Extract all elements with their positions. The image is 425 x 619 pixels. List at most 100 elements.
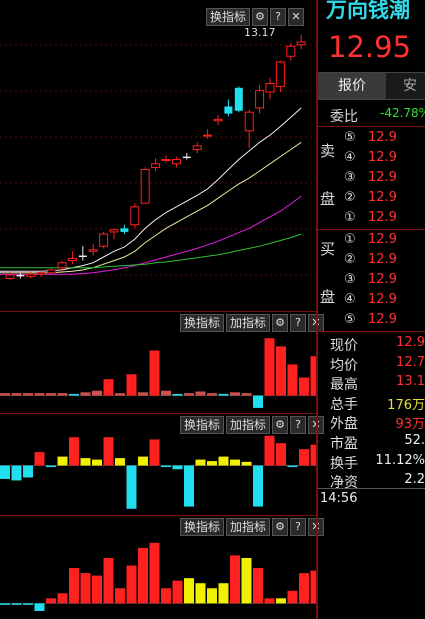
buy-level-3: ③ — [344, 272, 356, 287]
indicator-bar — [172, 465, 183, 470]
indicator-bar — [69, 568, 79, 604]
switch-indicator-button[interactable]: 换指标 — [180, 314, 225, 332]
indicator-bar — [57, 593, 68, 604]
help-icon[interactable]: ? — [290, 416, 307, 434]
candle[interactable] — [78, 246, 87, 261]
buy-price-5: 12.9 — [368, 312, 397, 327]
help-icon[interactable]: ? — [270, 8, 287, 26]
indicator-bar — [287, 364, 298, 396]
indicator-bar — [103, 437, 114, 466]
stat-label: 总手 — [330, 396, 358, 413]
indicator-panel-2-toolbar: 换指标 加指标 ⚙ ? ✕ — [180, 416, 325, 434]
indicator-bar — [299, 377, 309, 396]
candle[interactable] — [161, 155, 171, 163]
candle[interactable] — [234, 86, 243, 113]
candle[interactable] — [47, 267, 57, 275]
indicator-bar — [11, 465, 22, 481]
sell-price-4: 12.9 — [368, 190, 397, 205]
gear-icon[interactable]: ⚙ — [252, 8, 269, 26]
candle[interactable] — [255, 84, 265, 114]
buy-level-4: ④ — [344, 292, 356, 307]
indicator-bar — [80, 392, 91, 396]
indicator-bar — [138, 547, 148, 604]
candle[interactable] — [182, 153, 191, 160]
candle[interactable] — [99, 231, 109, 249]
indicator-bar — [276, 598, 286, 604]
candle[interactable] — [224, 99, 233, 117]
candle[interactable] — [151, 158, 161, 171]
indicator-bar — [310, 570, 316, 604]
candle[interactable] — [244, 109, 254, 149]
indicator-bar — [138, 456, 148, 466]
stat-value: 176万 — [387, 397, 425, 413]
help-icon[interactable]: ? — [290, 314, 307, 332]
add-indicator-button[interactable]: 加指标 — [226, 416, 271, 434]
tab-quote[interactable]: 报价 — [318, 73, 386, 99]
gear-icon[interactable]: ⚙ — [272, 314, 289, 332]
add-indicator-button[interactable]: 加指标 — [226, 518, 271, 536]
candle[interactable] — [16, 272, 25, 279]
sell-side-label-top: 卖 — [320, 142, 336, 160]
current-price: 12.95 — [328, 30, 412, 64]
indicator-panel-1[interactable] — [0, 330, 316, 412]
candle[interactable] — [120, 224, 129, 235]
candle[interactable] — [213, 115, 223, 126]
switch-indicator-button[interactable]: 换指标 — [206, 8, 251, 26]
gear-icon[interactable]: ⚙ — [272, 416, 289, 434]
indicator-panel-3[interactable] — [0, 534, 316, 616]
candle[interactable] — [171, 156, 181, 168]
candle[interactable] — [265, 77, 275, 100]
indicator-bar — [184, 465, 194, 507]
indicator-bar — [310, 356, 316, 396]
indicator-bar — [80, 458, 91, 466]
candle[interactable] — [5, 271, 15, 280]
candle[interactable] — [140, 167, 150, 204]
indicator-bar — [115, 588, 125, 604]
candle[interactable] — [275, 60, 285, 93]
buy-side-label-bottom: 盘 — [320, 288, 336, 306]
indicator-bar — [46, 598, 56, 604]
candle[interactable] — [286, 43, 296, 61]
candlestick-chart[interactable] — [0, 0, 316, 310]
switch-indicator-button[interactable]: 换指标 — [180, 518, 225, 536]
candle[interactable] — [203, 129, 213, 139]
help-icon[interactable]: ? — [290, 518, 307, 536]
indicator-bar — [57, 456, 68, 466]
indicator-bar — [264, 598, 275, 604]
switch-indicator-button[interactable]: 换指标 — [180, 416, 225, 434]
candle[interactable] — [88, 244, 98, 256]
sell-level-1: ⑤ — [344, 130, 356, 145]
stat-value: 2.2 — [404, 472, 425, 488]
stat-label: 均价 — [330, 357, 358, 374]
indicator-bar — [287, 465, 298, 468]
tab-other[interactable]: 安 — [403, 78, 417, 94]
candle[interactable] — [57, 260, 67, 272]
weibi-label: 委比 — [330, 109, 358, 125]
indicator-bar — [253, 395, 263, 408]
indicator-bar — [149, 542, 160, 604]
indicator-bar — [92, 390, 102, 396]
indicator-bar — [103, 557, 114, 604]
indicator-panel-2[interactable] — [0, 432, 316, 514]
candle[interactable] — [67, 251, 77, 265]
indicator-bar — [299, 449, 309, 466]
candle[interactable] — [36, 269, 46, 278]
add-indicator-button[interactable]: 加指标 — [226, 314, 271, 332]
close-icon[interactable]: ✕ — [288, 8, 305, 26]
indicator-bar — [207, 588, 217, 604]
indicator-bar — [218, 583, 229, 604]
stat-label: 净资 — [330, 475, 358, 492]
gear-icon[interactable]: ⚙ — [272, 518, 289, 536]
candle[interactable] — [109, 228, 119, 240]
indicator-bar — [126, 565, 137, 604]
buy-level-2: ② — [344, 252, 356, 267]
buy-side-label-top: 买 — [320, 240, 336, 258]
candle[interactable] — [26, 271, 36, 279]
candle[interactable] — [192, 142, 202, 154]
candle[interactable] — [296, 34, 306, 50]
quote-tabs: 报价 安 — [318, 72, 425, 100]
buy-price-3: 12.9 — [368, 272, 397, 287]
candle[interactable] — [130, 203, 140, 229]
indicator-bar — [184, 578, 194, 604]
sell-side-label-bottom: 盘 — [320, 190, 336, 208]
